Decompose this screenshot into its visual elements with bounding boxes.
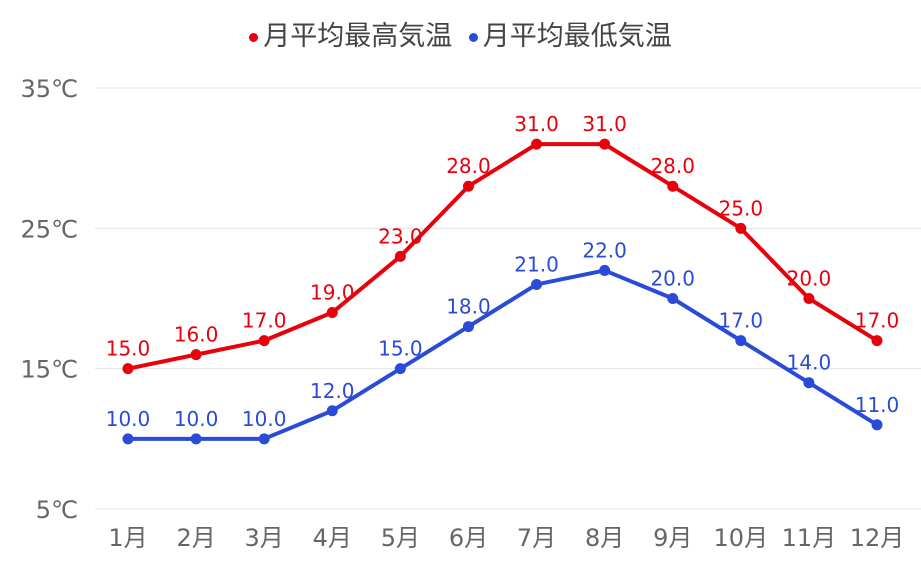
data-point[interactable] (599, 138, 611, 150)
legend: 月平均最高気温 月平均最低気温 (0, 14, 921, 53)
x-tick-label: 6月 (449, 524, 488, 552)
x-tick-label: 4月 (313, 524, 352, 552)
data-label: 15.0 (378, 337, 423, 361)
legend-dot-max (249, 33, 259, 42)
data-label: 28.0 (650, 154, 695, 178)
x-tick-label: 3月 (245, 524, 284, 552)
data-label: 14.0 (787, 351, 832, 375)
data-label: 20.0 (650, 267, 695, 291)
data-point[interactable] (326, 307, 338, 319)
data-label: 18.0 (446, 295, 491, 319)
data-point[interactable] (258, 335, 270, 347)
x-tick-label: 11月 (782, 524, 837, 552)
x-tick-label: 12月 (850, 524, 905, 552)
data-label: 10.0 (106, 407, 151, 431)
data-point[interactable] (190, 349, 202, 361)
x-tick-label: 9月 (653, 524, 692, 552)
legend-item-min[interactable]: 月平均最低気温 (468, 21, 672, 52)
data-point[interactable] (803, 293, 815, 304)
data-point[interactable] (122, 363, 134, 375)
y-tick-label: 25℃ (21, 215, 79, 243)
data-label: 22.0 (582, 238, 627, 262)
data-label: 17.0 (719, 309, 764, 333)
data-point[interactable] (735, 335, 747, 347)
data-label: 11.0 (855, 393, 900, 417)
data-label: 25.0 (719, 196, 764, 220)
legend-label-min: 月平均最低気温 (482, 21, 672, 52)
y-tick-label: 15℃ (21, 356, 79, 384)
x-tick-label: 2月 (176, 524, 215, 552)
data-point[interactable] (190, 433, 202, 445)
legend-item-max[interactable]: 月平均最高気温 (249, 21, 452, 52)
y-tick-label: 35℃ (21, 75, 79, 103)
data-point[interactable] (462, 321, 474, 333)
data-point[interactable] (871, 419, 883, 431)
data-label: 20.0 (787, 267, 832, 291)
data-point[interactable] (871, 335, 883, 347)
data-label: 17.0 (242, 309, 287, 333)
data-point[interactable] (667, 180, 679, 192)
data-point[interactable] (803, 377, 815, 389)
data-point[interactable] (462, 180, 474, 192)
data-point[interactable] (326, 405, 338, 417)
x-tick-label: 1月 (108, 524, 147, 552)
data-label: 31.0 (514, 112, 559, 136)
data-label: 16.0 (174, 323, 219, 347)
data-point[interactable] (394, 363, 406, 375)
data-point[interactable] (667, 293, 679, 304)
data-label: 15.0 (106, 337, 151, 361)
data-label: 31.0 (582, 112, 627, 136)
legend-dot-min (468, 33, 478, 42)
data-point[interactable] (735, 222, 747, 234)
data-point[interactable] (258, 433, 270, 445)
data-label: 28.0 (446, 154, 491, 178)
data-point[interactable] (531, 138, 543, 150)
series-line-0 (127, 142, 879, 371)
x-tick-label: 10月 (714, 524, 769, 552)
x-tick-label: 7月 (517, 524, 556, 552)
data-label: 17.0 (855, 309, 900, 333)
x-tick-label: 5月 (381, 524, 420, 552)
x-tick-label: 8月 (585, 524, 624, 552)
data-point[interactable] (394, 250, 406, 262)
data-label: 10.0 (242, 407, 287, 431)
data-label: 10.0 (174, 407, 219, 431)
data-point[interactable] (122, 433, 134, 445)
y-tick-label: 5℃ (36, 496, 78, 524)
series-line-1 (128, 268, 879, 441)
data-label: 23.0 (378, 224, 423, 248)
data-label: 12.0 (310, 379, 355, 403)
data-label: 19.0 (310, 281, 355, 305)
data-point[interactable] (531, 278, 543, 290)
data-label: 21.0 (514, 252, 559, 276)
data-point[interactable] (599, 264, 611, 276)
legend-label-max: 月平均最高気温 (263, 21, 453, 52)
